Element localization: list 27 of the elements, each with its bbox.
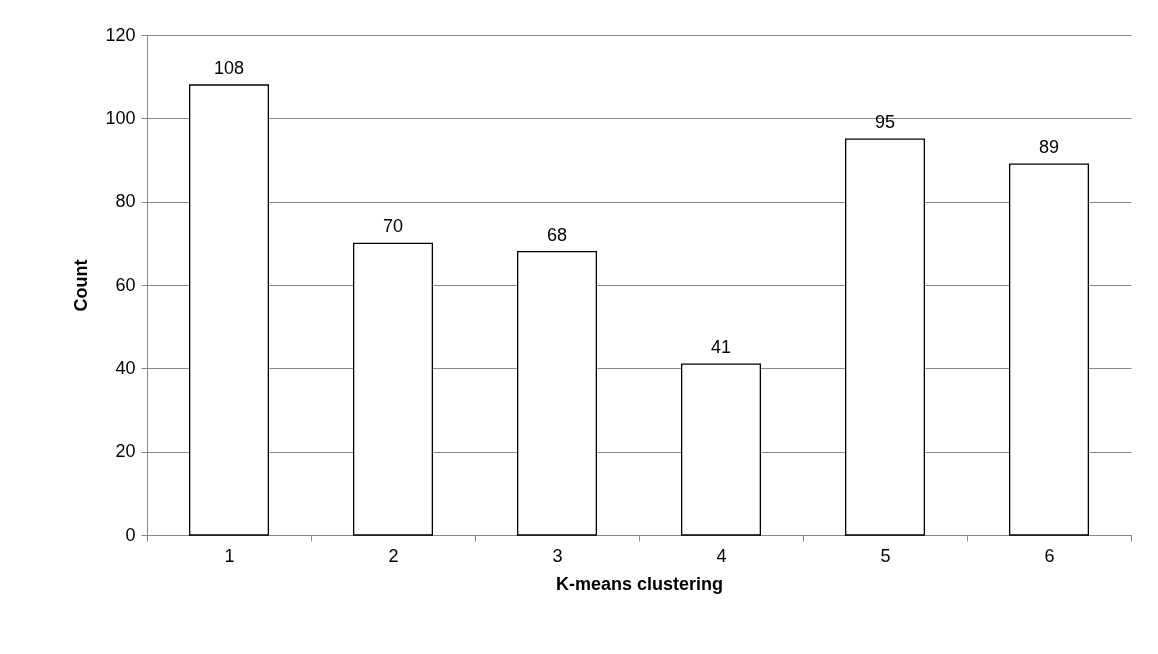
bar xyxy=(516,251,598,536)
y-tick-label: 60 xyxy=(115,274,136,295)
bar xyxy=(844,138,926,536)
x-tick-label: 2 xyxy=(388,545,399,566)
bar xyxy=(1008,163,1090,536)
y-tick-label: 80 xyxy=(115,191,136,212)
x-tick-label: 4 xyxy=(716,545,727,566)
y-tick-label: 40 xyxy=(115,357,136,378)
x-tick-label: 3 xyxy=(552,545,563,566)
data-label: 89 xyxy=(1038,137,1060,158)
data-label: 68 xyxy=(546,224,568,245)
bar xyxy=(352,242,434,536)
data-label: 41 xyxy=(710,337,732,358)
y-axis-title: Count xyxy=(71,259,92,312)
y-tick-label: 100 xyxy=(105,107,136,128)
y-tick-label: 0 xyxy=(125,524,136,545)
x-axis-title: K-means clustering xyxy=(555,573,724,594)
data-label: 70 xyxy=(382,216,404,237)
bar xyxy=(680,363,762,536)
data-label: 95 xyxy=(874,112,896,133)
y-tick-label: 120 xyxy=(105,24,136,45)
data-label: 108 xyxy=(213,58,245,78)
x-tick-label: 6 xyxy=(1044,545,1055,566)
bar xyxy=(188,84,270,536)
x-tick-label: 5 xyxy=(880,545,891,566)
y-tick-label: 20 xyxy=(115,441,136,462)
x-tick-label: 1 xyxy=(224,545,235,566)
